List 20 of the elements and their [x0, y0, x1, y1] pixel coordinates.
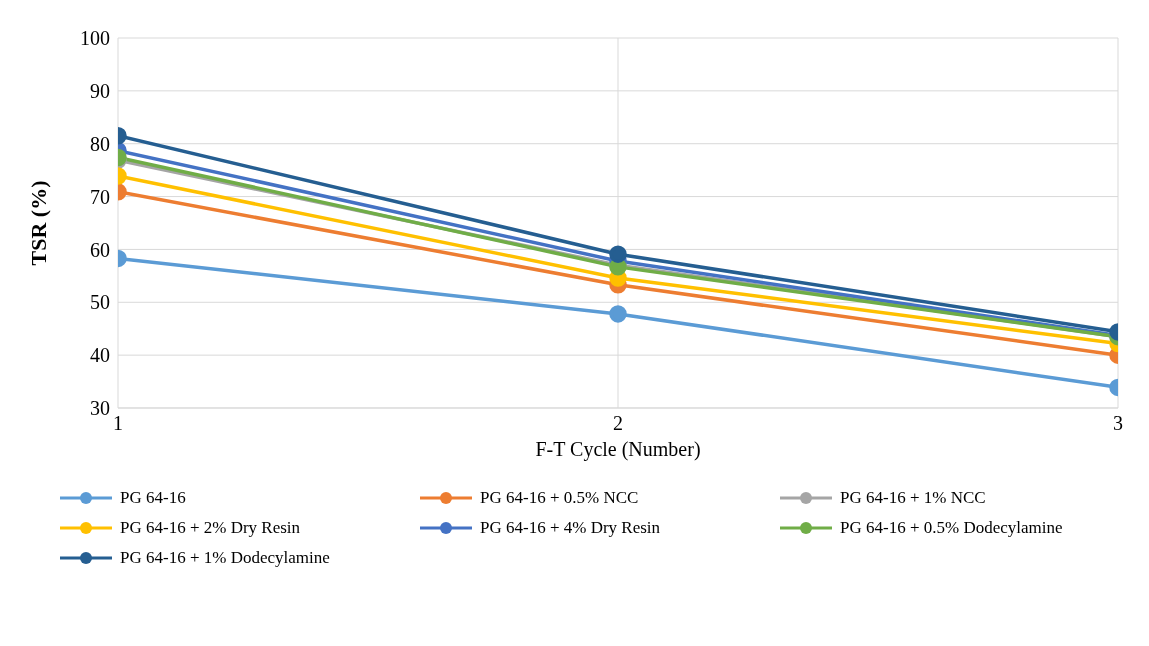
- x-tick-label: 1: [113, 412, 123, 435]
- y-tick-label: 30: [90, 397, 110, 420]
- y-tick-label: 100: [80, 27, 110, 50]
- y-tick-label: 60: [90, 238, 110, 261]
- legend-label: PG 64-16 + 0.5% NCC: [480, 488, 639, 508]
- x-axis-title: F-T Cycle (Number): [535, 438, 701, 461]
- x-tick-label: 2: [613, 412, 623, 435]
- legend-label: PG 64-16 + 1% Dodecylamine: [120, 548, 330, 568]
- legend-label: PG 64-16 + 2% Dry Resin: [120, 518, 301, 538]
- y-tick-label: 50: [90, 291, 110, 314]
- y-tick-label: 90: [90, 79, 110, 102]
- legend-label: PG 64-16 + 0.5% Dodecylamine: [840, 518, 1063, 538]
- y-tick-label: 70: [90, 185, 110, 208]
- y-tick-label: 40: [90, 344, 110, 367]
- legend-label: PG 64-16: [120, 488, 186, 508]
- y-axis-title: TSR (%): [25, 180, 51, 266]
- legend-label: PG 64-16 + 4% Dry Resin: [480, 518, 661, 538]
- y-tick-label: 80: [90, 132, 110, 155]
- x-tick-label: 3: [1113, 412, 1123, 435]
- legend-label: PG 64-16 + 1% NCC: [840, 488, 986, 508]
